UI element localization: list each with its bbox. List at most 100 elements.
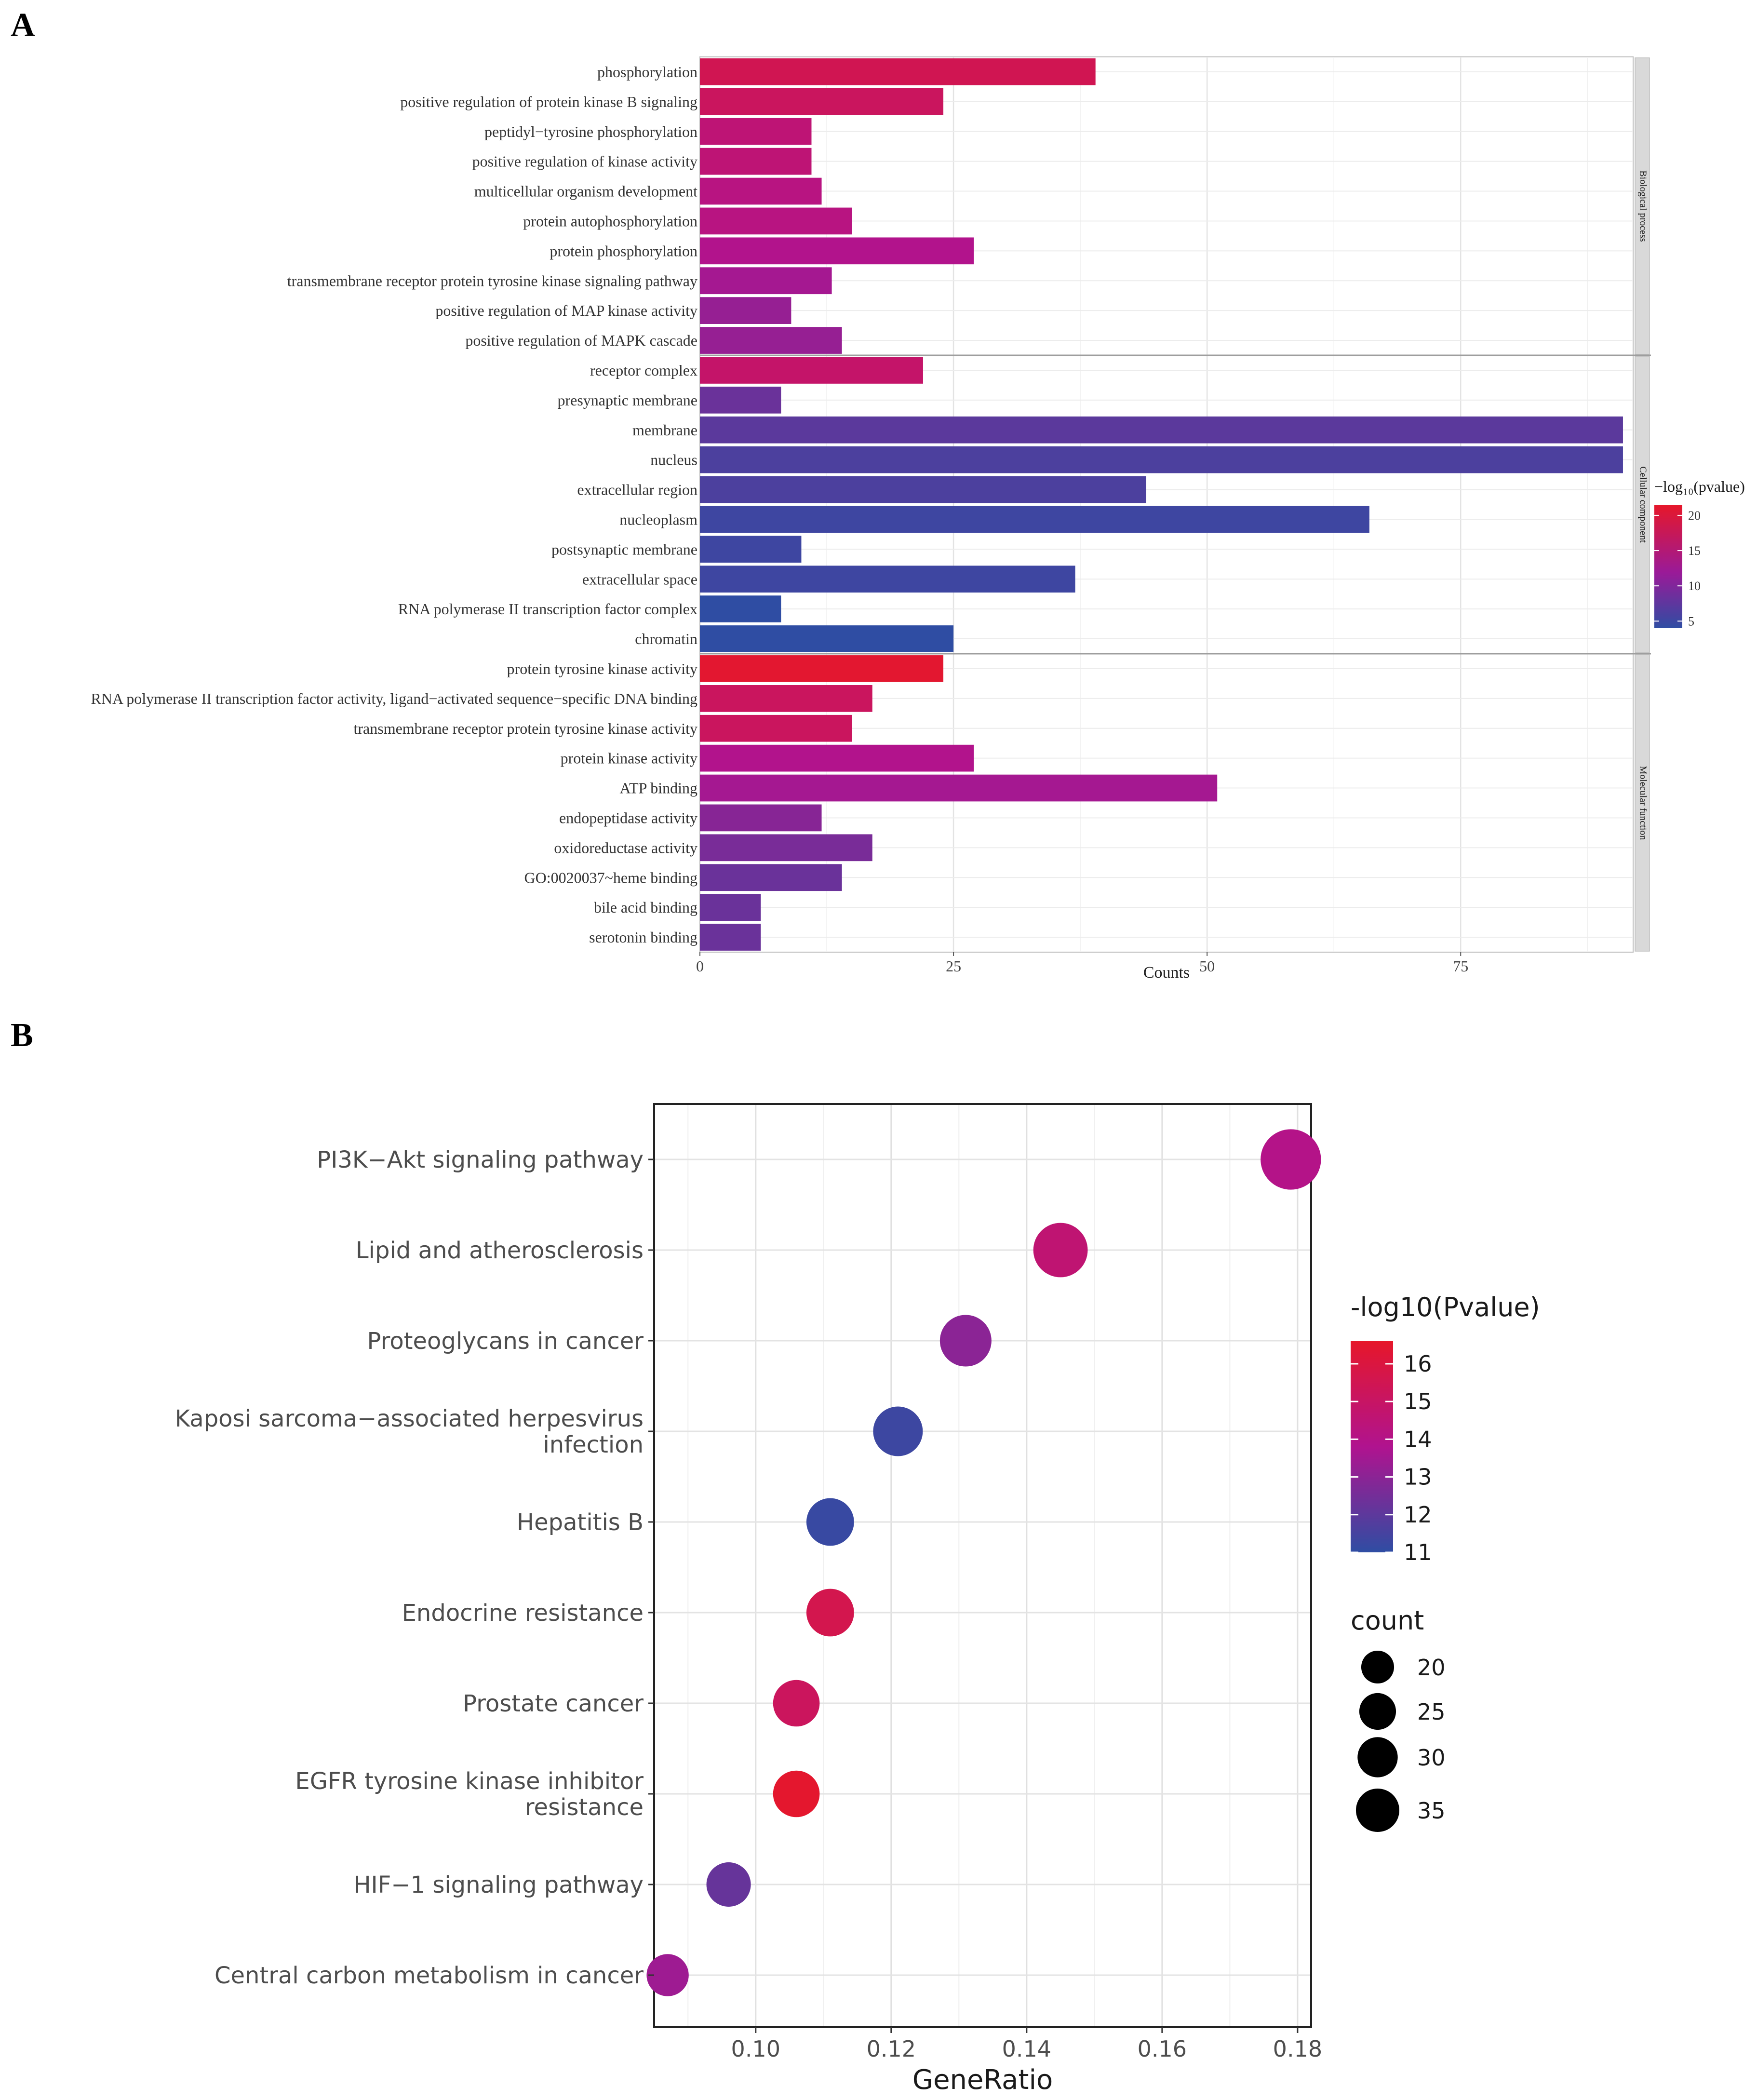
category-label: ATP binding (620, 780, 698, 797)
category-label: protein kinase activity (561, 750, 697, 767)
legend-title: −log₁₀(pvalue) (1654, 478, 1745, 495)
x-axis-label: GeneRatio (912, 2064, 1053, 2096)
bar (700, 118, 812, 145)
bar (700, 446, 1623, 473)
x-tick-label: 0 (696, 957, 704, 975)
category-label: protein tyrosine kinase activity (507, 660, 697, 677)
bar (700, 595, 781, 623)
category-label: presynaptic membrane (557, 391, 697, 409)
facet-strip (1635, 57, 1650, 355)
category-label: transmembrane receptor protein tyrosine … (287, 272, 697, 289)
category-label: Proteoglycans in cancer (367, 1328, 644, 1355)
bar (700, 148, 812, 175)
category-label: bile acid binding (594, 899, 697, 916)
category-label: resistance (525, 1794, 644, 1821)
bar (700, 565, 1075, 593)
category-label: extracellular space (582, 570, 697, 588)
bar (700, 804, 822, 832)
panel-b-letter: B (11, 1017, 33, 1054)
bar (700, 774, 1218, 802)
data-point (646, 1954, 689, 1996)
data-point (773, 1770, 820, 1817)
category-label: Central carbon metabolism in cancer (215, 1962, 644, 1989)
size-legend-dot (1357, 1737, 1398, 1777)
category-label: extracellular region (577, 481, 697, 498)
bar (700, 297, 791, 324)
color-legend-tick-label: 15 (1404, 1388, 1432, 1414)
data-point (873, 1406, 923, 1456)
category-label: protein phosphorylation (550, 242, 697, 259)
category-label: receptor complex (590, 362, 697, 379)
category-label: phosphorylation (597, 63, 697, 81)
bar (700, 714, 852, 742)
bar (700, 655, 944, 682)
category-label: protein autophosphorylation (523, 212, 697, 229)
bar (700, 864, 842, 891)
facet-label: Molecular function (1637, 766, 1648, 840)
category-label: multicellular organism development (474, 183, 697, 200)
category-label: postsynaptic membrane (551, 540, 697, 558)
legend-tick-label: 10 (1688, 579, 1701, 593)
bar (700, 685, 872, 712)
category-label: membrane (632, 421, 697, 439)
legend-tick-label: 15 (1688, 544, 1701, 558)
category-label: RNA polymerase II transcription factor c… (398, 600, 697, 618)
bar (700, 834, 872, 862)
data-point (773, 1680, 820, 1727)
facet-strip (1635, 356, 1650, 653)
plot-panel-b (654, 1104, 1311, 2027)
facet-label: Biological process (1637, 170, 1648, 242)
panel-a-letter: A (11, 7, 35, 44)
legend-tick-label: 20 (1688, 509, 1701, 523)
color-legend-bar (1351, 1341, 1393, 1552)
category-label: positive regulation of kinase activity (472, 153, 697, 170)
x-tick-label: 25 (946, 957, 961, 975)
category-label: EGFR tyrosine kinase inhibitor (295, 1768, 644, 1795)
category-label: oxidoreductase activity (554, 839, 697, 856)
facet-label: Cellular component (1637, 466, 1648, 543)
chart-b-kegg-dot-plot: PI3K−Akt signaling pathway Lipid and athe… (175, 1103, 1540, 2096)
category-label: Prostate cancer (463, 1690, 644, 1717)
category-label: endopeptidase activity (559, 809, 697, 826)
plot-border (653, 1103, 1312, 2028)
bar (700, 625, 954, 652)
category-label: nucleoplasm (619, 511, 697, 528)
category-label: positive regulation of MAP kinase activi… (435, 302, 697, 319)
bar (700, 327, 842, 354)
color-legend-tick-label: 16 (1404, 1351, 1432, 1377)
category-label: RNA polymerase II transcription factor a… (91, 690, 697, 707)
bar (700, 506, 1369, 533)
size-legend-dot (1355, 1788, 1400, 1832)
bar (700, 416, 1623, 444)
category-label: peptidyl−tyrosine phosphorylation (484, 123, 697, 140)
category-label: Kaposi sarcoma−associated herpesvirus (175, 1405, 644, 1432)
bar (700, 207, 852, 235)
category-label: positive regulation of protein kinase B … (400, 93, 697, 110)
category-label: HIF−1 signaling pathway (353, 1871, 644, 1898)
x-tick-label: 0.14 (1002, 2036, 1051, 2062)
category-label: nucleus (650, 451, 697, 469)
bar (700, 894, 761, 921)
legend-tick-label: 5 (1688, 614, 1694, 628)
data-point (806, 1498, 854, 1546)
size-legend-label: 25 (1417, 1699, 1446, 1725)
x-tick-label: 50 (1199, 957, 1215, 975)
color-legend-tick-label: 14 (1404, 1426, 1432, 1452)
size-legend-label: 20 (1417, 1655, 1446, 1681)
x-tick-label: 75 (1453, 957, 1468, 975)
color-legend-tick-label: 13 (1404, 1464, 1432, 1490)
category-label: Lipid and atherosclerosis (356, 1237, 644, 1264)
x-tick-label: 0.16 (1138, 2036, 1187, 2062)
bar (700, 386, 781, 414)
bar (700, 357, 923, 384)
data-point (706, 1862, 751, 1907)
data-point (939, 1315, 992, 1367)
category-label: transmembrane receptor protein tyrosine … (353, 720, 697, 737)
plot-panel-a (699, 56, 1634, 953)
data-point (1033, 1223, 1088, 1278)
category-label: Endocrine resistance (402, 1600, 644, 1627)
category-label: PI3K−Akt signaling pathway (317, 1146, 644, 1173)
color-legend-tick-label: 12 (1404, 1502, 1432, 1528)
bar (700, 237, 974, 265)
bar (700, 476, 1146, 503)
